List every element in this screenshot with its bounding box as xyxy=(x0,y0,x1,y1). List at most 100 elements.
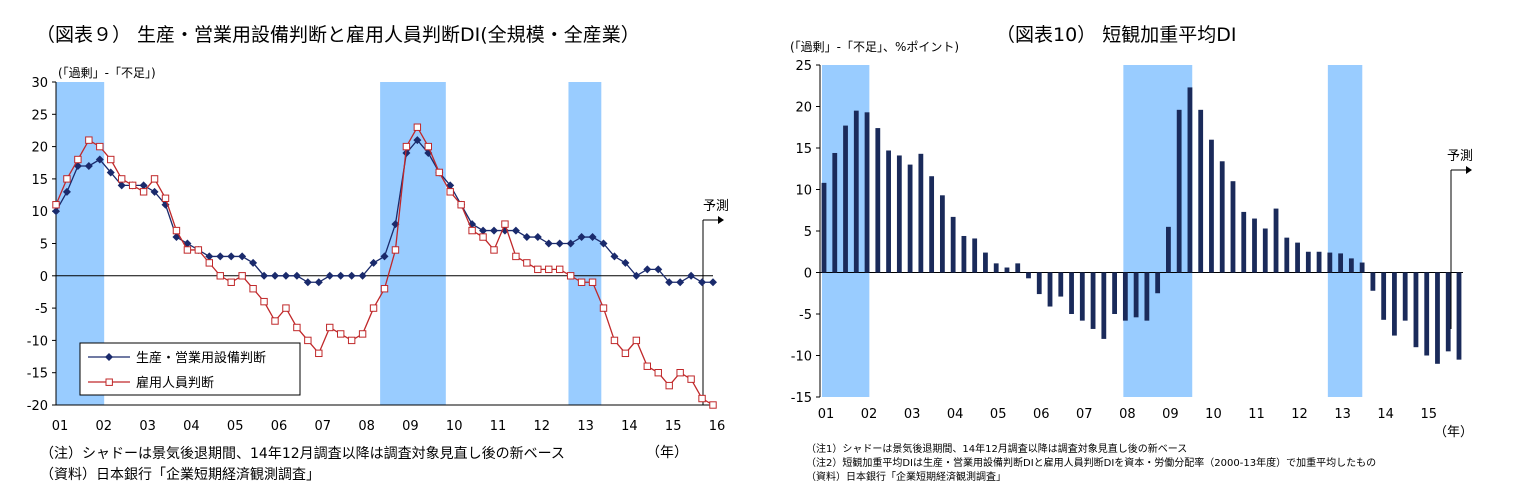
y-tick-label: -10 xyxy=(791,350,812,365)
y-tick-label: 15 xyxy=(795,142,812,157)
bar-mark xyxy=(1295,242,1300,273)
data-point-employment xyxy=(654,369,662,377)
y-tick-label: -20 xyxy=(27,399,48,414)
data-point-employment xyxy=(577,278,586,286)
data-point-equipment xyxy=(314,278,323,287)
bar-mark xyxy=(1359,262,1365,273)
bar-mark xyxy=(1187,87,1193,273)
right-y-unit-label: (「過剰」-「不足」、%ポイント) xyxy=(790,40,960,54)
bar-mark xyxy=(939,195,945,273)
data-point-employment xyxy=(468,226,476,235)
data-point-employment xyxy=(85,136,93,144)
legend-label-equipment: 生産・営業用設備判断 xyxy=(136,350,266,366)
bar-mark xyxy=(1241,211,1247,273)
recession-shade-2 xyxy=(380,82,446,405)
data-point-employment xyxy=(588,278,597,286)
data-point-employment xyxy=(523,259,531,267)
bar-mark xyxy=(1370,272,1376,291)
data-point-equipment xyxy=(281,271,290,280)
data-point-employment xyxy=(183,246,192,254)
data-point-equipment xyxy=(490,226,498,235)
bar-mark xyxy=(972,238,978,273)
y-tick-label: 30 xyxy=(31,76,48,91)
bar-mark xyxy=(918,153,924,273)
data-point-employment xyxy=(337,330,345,338)
bar-mark xyxy=(1155,272,1161,294)
bar-mark xyxy=(864,112,870,273)
data-point-employment xyxy=(435,168,443,177)
data-point-employment xyxy=(501,220,509,228)
right-note-1: （注1）シャドーは景気後退期間、14年12月調査以降は調査対象見直し後の新ベース xyxy=(806,444,1188,455)
data-point-employment xyxy=(709,401,717,409)
recession-shade-2 xyxy=(1123,65,1193,397)
bar-mark xyxy=(821,182,827,273)
right-note-2: （注2）短観加重平均DIは生産・営業用設備判断DIと雇用人員判断DIを資本・労働… xyxy=(806,458,1377,469)
left-y-unit-label: (「過剰」-「不足」) xyxy=(58,66,156,80)
data-point-employment xyxy=(326,323,334,332)
data-point-equipment xyxy=(413,136,422,145)
data-point-employment xyxy=(304,336,312,345)
bar-mark xyxy=(1445,272,1451,352)
data-point-employment xyxy=(96,142,104,151)
bar-mark xyxy=(886,150,891,273)
data-point-equipment xyxy=(117,181,126,190)
y-tick-label: 5 xyxy=(40,238,48,253)
data-point-equipment xyxy=(665,278,674,287)
data-point-equipment xyxy=(238,252,247,261)
data-point-equipment xyxy=(249,258,258,267)
y-tick-label: 5 xyxy=(804,225,812,240)
bar-mark xyxy=(1230,181,1236,273)
legend-marker-equipment xyxy=(105,353,113,361)
x-tick-label: 09 xyxy=(1162,407,1179,422)
data-point-equipment xyxy=(271,271,279,280)
data-point-employment xyxy=(107,155,115,164)
y-tick-label: -15 xyxy=(791,391,812,406)
data-point-equipment xyxy=(106,168,115,177)
data-point-equipment xyxy=(621,258,630,267)
right-bar-chart: 25 20 15 10 5 0 -5 -10 -15 01 02 03 04 05 06 07 08 09 10 11… xyxy=(791,59,1473,440)
data-point-employment xyxy=(380,285,389,293)
x-tick-label: 15 xyxy=(665,419,682,434)
data-point-equipment xyxy=(292,271,301,280)
data-point-employment xyxy=(369,304,378,312)
data-point-equipment xyxy=(358,271,367,280)
data-point-equipment xyxy=(654,265,663,274)
bar-mark xyxy=(1015,263,1021,273)
data-point-equipment xyxy=(544,239,553,248)
bar-mark xyxy=(1112,272,1117,314)
bar-mark xyxy=(875,128,881,273)
y-tick-label: -10 xyxy=(27,334,48,349)
data-point-employment xyxy=(260,297,268,306)
left-note-1: （注）シャドーは景気後退期間、14年12月調査以降は調査対象見直し後の新ベース xyxy=(40,446,565,462)
data-point-equipment xyxy=(577,233,586,242)
y-tick-label: -5 xyxy=(799,308,812,323)
right-source-note: （資料）日本銀行「企業短期経済観測調査」 xyxy=(806,472,1006,483)
bar-mark xyxy=(1348,258,1354,273)
data-point-employment xyxy=(643,362,651,370)
x-tick-label: 04 xyxy=(183,419,200,434)
data-point-equipment xyxy=(227,252,236,261)
data-point-employment xyxy=(534,265,542,274)
data-point-equipment xyxy=(533,233,542,242)
x-tick-label: 10 xyxy=(446,419,463,434)
bar-mark xyxy=(1069,272,1074,314)
data-point-employment xyxy=(545,265,553,274)
right-chart-panel: （図表10） 短観加重平均DI (「過剰」-「不足」、%ポイント) 25 20 15… xyxy=(770,0,1531,504)
forecast-label: 予測 xyxy=(1447,149,1473,164)
data-point-employment xyxy=(599,304,608,312)
bar-mark xyxy=(1144,272,1150,321)
y-tick-label: 20 xyxy=(795,101,812,116)
legend-marker-employment xyxy=(105,378,113,386)
data-point-employment xyxy=(413,123,422,131)
bar-mark xyxy=(1176,109,1182,273)
data-point-equipment xyxy=(687,271,696,280)
data-point-equipment xyxy=(380,252,389,261)
x-tick-label: 09 xyxy=(402,419,419,434)
bar-mark xyxy=(1327,252,1333,273)
bar-mark xyxy=(907,164,913,273)
data-point-equipment xyxy=(599,239,608,248)
x-tick-label: 11 xyxy=(490,419,507,434)
data-point-employment xyxy=(216,272,224,280)
x-tick-label: 14 xyxy=(621,419,638,434)
bar-mark xyxy=(1381,272,1387,320)
